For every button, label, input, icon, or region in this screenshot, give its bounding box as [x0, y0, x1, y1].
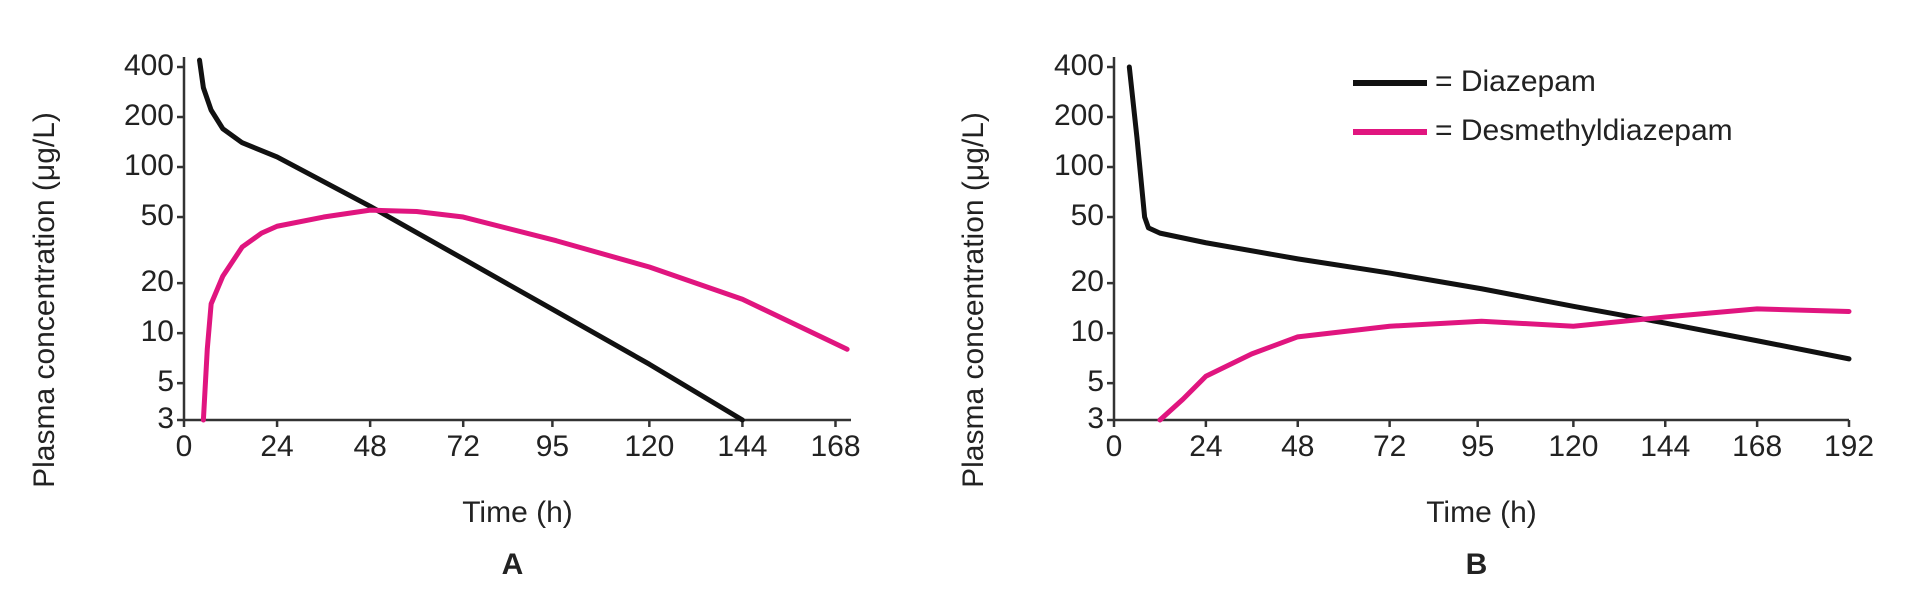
series-line — [1126, 64, 1852, 362]
series-line — [197, 57, 745, 423]
y-tick-label: 5 — [1087, 365, 1104, 398]
x-tick-label: 0 — [1106, 430, 1123, 463]
y-tick-label: 400 — [124, 49, 174, 82]
legend-label: = Desmethyldiazepam — [1435, 114, 1733, 147]
y-tick-label: 5 — [157, 365, 174, 398]
x-axis-label: Time (h) — [462, 496, 573, 529]
series-line — [1157, 306, 1852, 423]
x-tick-label: 24 — [260, 430, 293, 463]
x-tick-label: 48 — [353, 430, 386, 463]
y-tick-label: 3 — [157, 402, 174, 435]
y-tick-label: 20 — [1071, 265, 1104, 298]
y-tick-label: 100 — [1054, 149, 1104, 182]
series-line — [200, 207, 850, 423]
x-tick-label: 0 — [176, 430, 193, 463]
y-tick-label: 100 — [124, 149, 174, 182]
panel-label: A — [502, 548, 524, 581]
x-tick-label: 168 — [810, 430, 860, 463]
x-tick-label: 72 — [1373, 430, 1406, 463]
x-tick-label: 144 — [717, 430, 767, 463]
x-axis-label: Time (h) — [1426, 496, 1537, 529]
x-tick-label: 120 — [1548, 430, 1598, 463]
x-tick-label: 168 — [1732, 430, 1782, 463]
panel-label: B — [1466, 548, 1488, 581]
x-tick-label: 24 — [1189, 430, 1222, 463]
x-tick-label: 95 — [1461, 430, 1494, 463]
y-tick-label: 10 — [141, 315, 174, 348]
y-tick-label: 200 — [1054, 99, 1104, 132]
y-axis-label: Plasma concentration (μg/L) — [957, 112, 990, 488]
y-tick-label: 400 — [1054, 49, 1104, 82]
legend-label: = Diazepam — [1435, 65, 1596, 98]
y-tick-label: 20 — [141, 265, 174, 298]
x-tick-label: 120 — [624, 430, 674, 463]
y-tick-label: 50 — [141, 199, 174, 232]
x-tick-label: 72 — [447, 430, 480, 463]
y-tick-label: 50 — [1071, 199, 1104, 232]
y-tick-label: 3 — [1087, 402, 1104, 435]
y-tick-label: 200 — [124, 99, 174, 132]
y-axis-label: Plasma concentration (μg/L) — [28, 112, 61, 488]
x-tick-label: 48 — [1281, 430, 1314, 463]
x-tick-label: 95 — [536, 430, 569, 463]
x-tick-label: 144 — [1640, 430, 1690, 463]
x-tick-label: 192 — [1824, 430, 1874, 463]
y-tick-label: 10 — [1071, 315, 1104, 348]
